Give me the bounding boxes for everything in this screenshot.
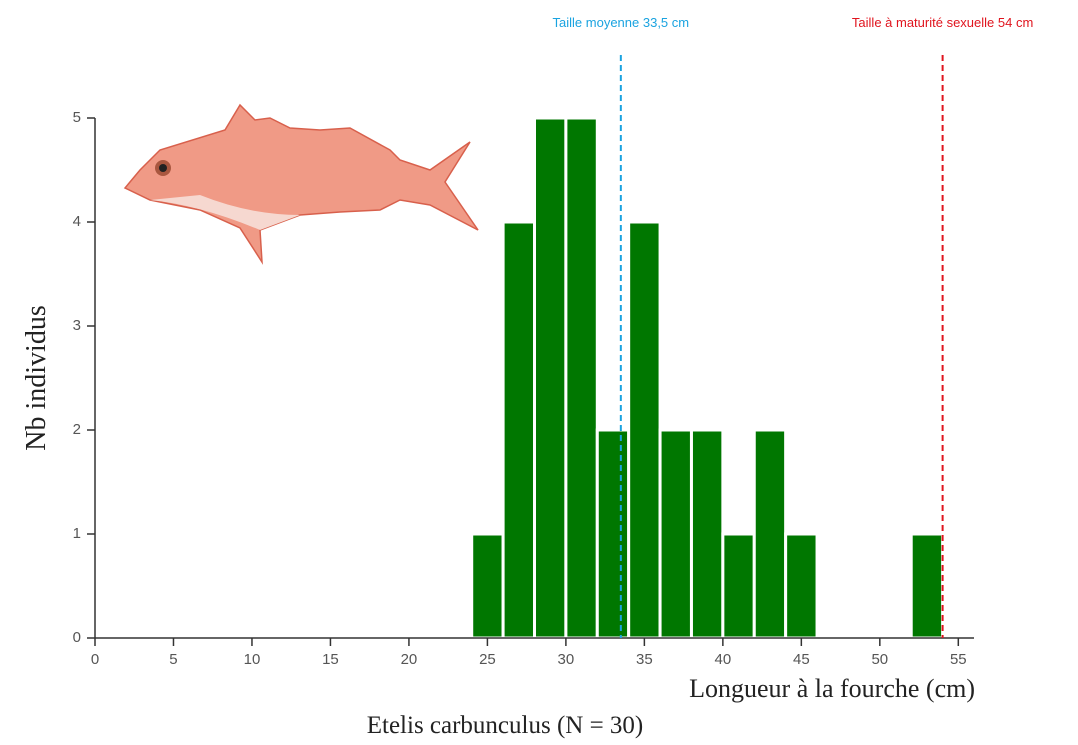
x-tick-label: 30	[558, 651, 575, 668]
bar	[909, 532, 945, 640]
y-tick-label: 2	[73, 421, 81, 438]
reference-label: Taille à maturité sexuelle 54 cm	[852, 15, 1033, 30]
x-tick-label: 55	[950, 651, 967, 668]
x-tick-label: 35	[636, 651, 653, 668]
bar	[658, 428, 693, 640]
y-tick-label: 3	[73, 317, 81, 334]
x-tick-label: 25	[479, 651, 496, 668]
x-tick-label: 20	[401, 651, 418, 668]
bar	[595, 428, 631, 640]
bar	[721, 532, 756, 640]
y-axis-title: Nb individus	[21, 305, 52, 450]
fish-illustration	[123, 103, 479, 265]
chart-title: Etelis carbunculus (N = 30)	[367, 712, 644, 739]
bar	[627, 220, 662, 640]
bar	[533, 116, 568, 640]
y-tick-label: 4	[73, 213, 81, 230]
x-tick-label: 15	[322, 651, 339, 668]
x-tick-label: 45	[793, 651, 810, 668]
bar	[564, 116, 599, 640]
x-tick-label: 40	[715, 651, 732, 668]
bar	[784, 532, 819, 640]
y-tick-label: 0	[73, 629, 81, 646]
bar	[501, 220, 537, 640]
x-axis-title: Longueur à la fourche (cm)	[689, 674, 975, 703]
y-tick-label: 5	[73, 109, 81, 126]
bar	[470, 532, 505, 640]
x-tick-label: 50	[871, 651, 888, 668]
x-tick-label: 10	[244, 651, 261, 668]
reference-label: Taille moyenne 33,5 cm	[553, 15, 690, 30]
y-tick-label: 1	[73, 525, 81, 542]
x-tick-label: 0	[91, 651, 99, 668]
x-tick-label: 5	[169, 651, 177, 668]
bar	[752, 428, 788, 640]
bar	[689, 428, 725, 640]
